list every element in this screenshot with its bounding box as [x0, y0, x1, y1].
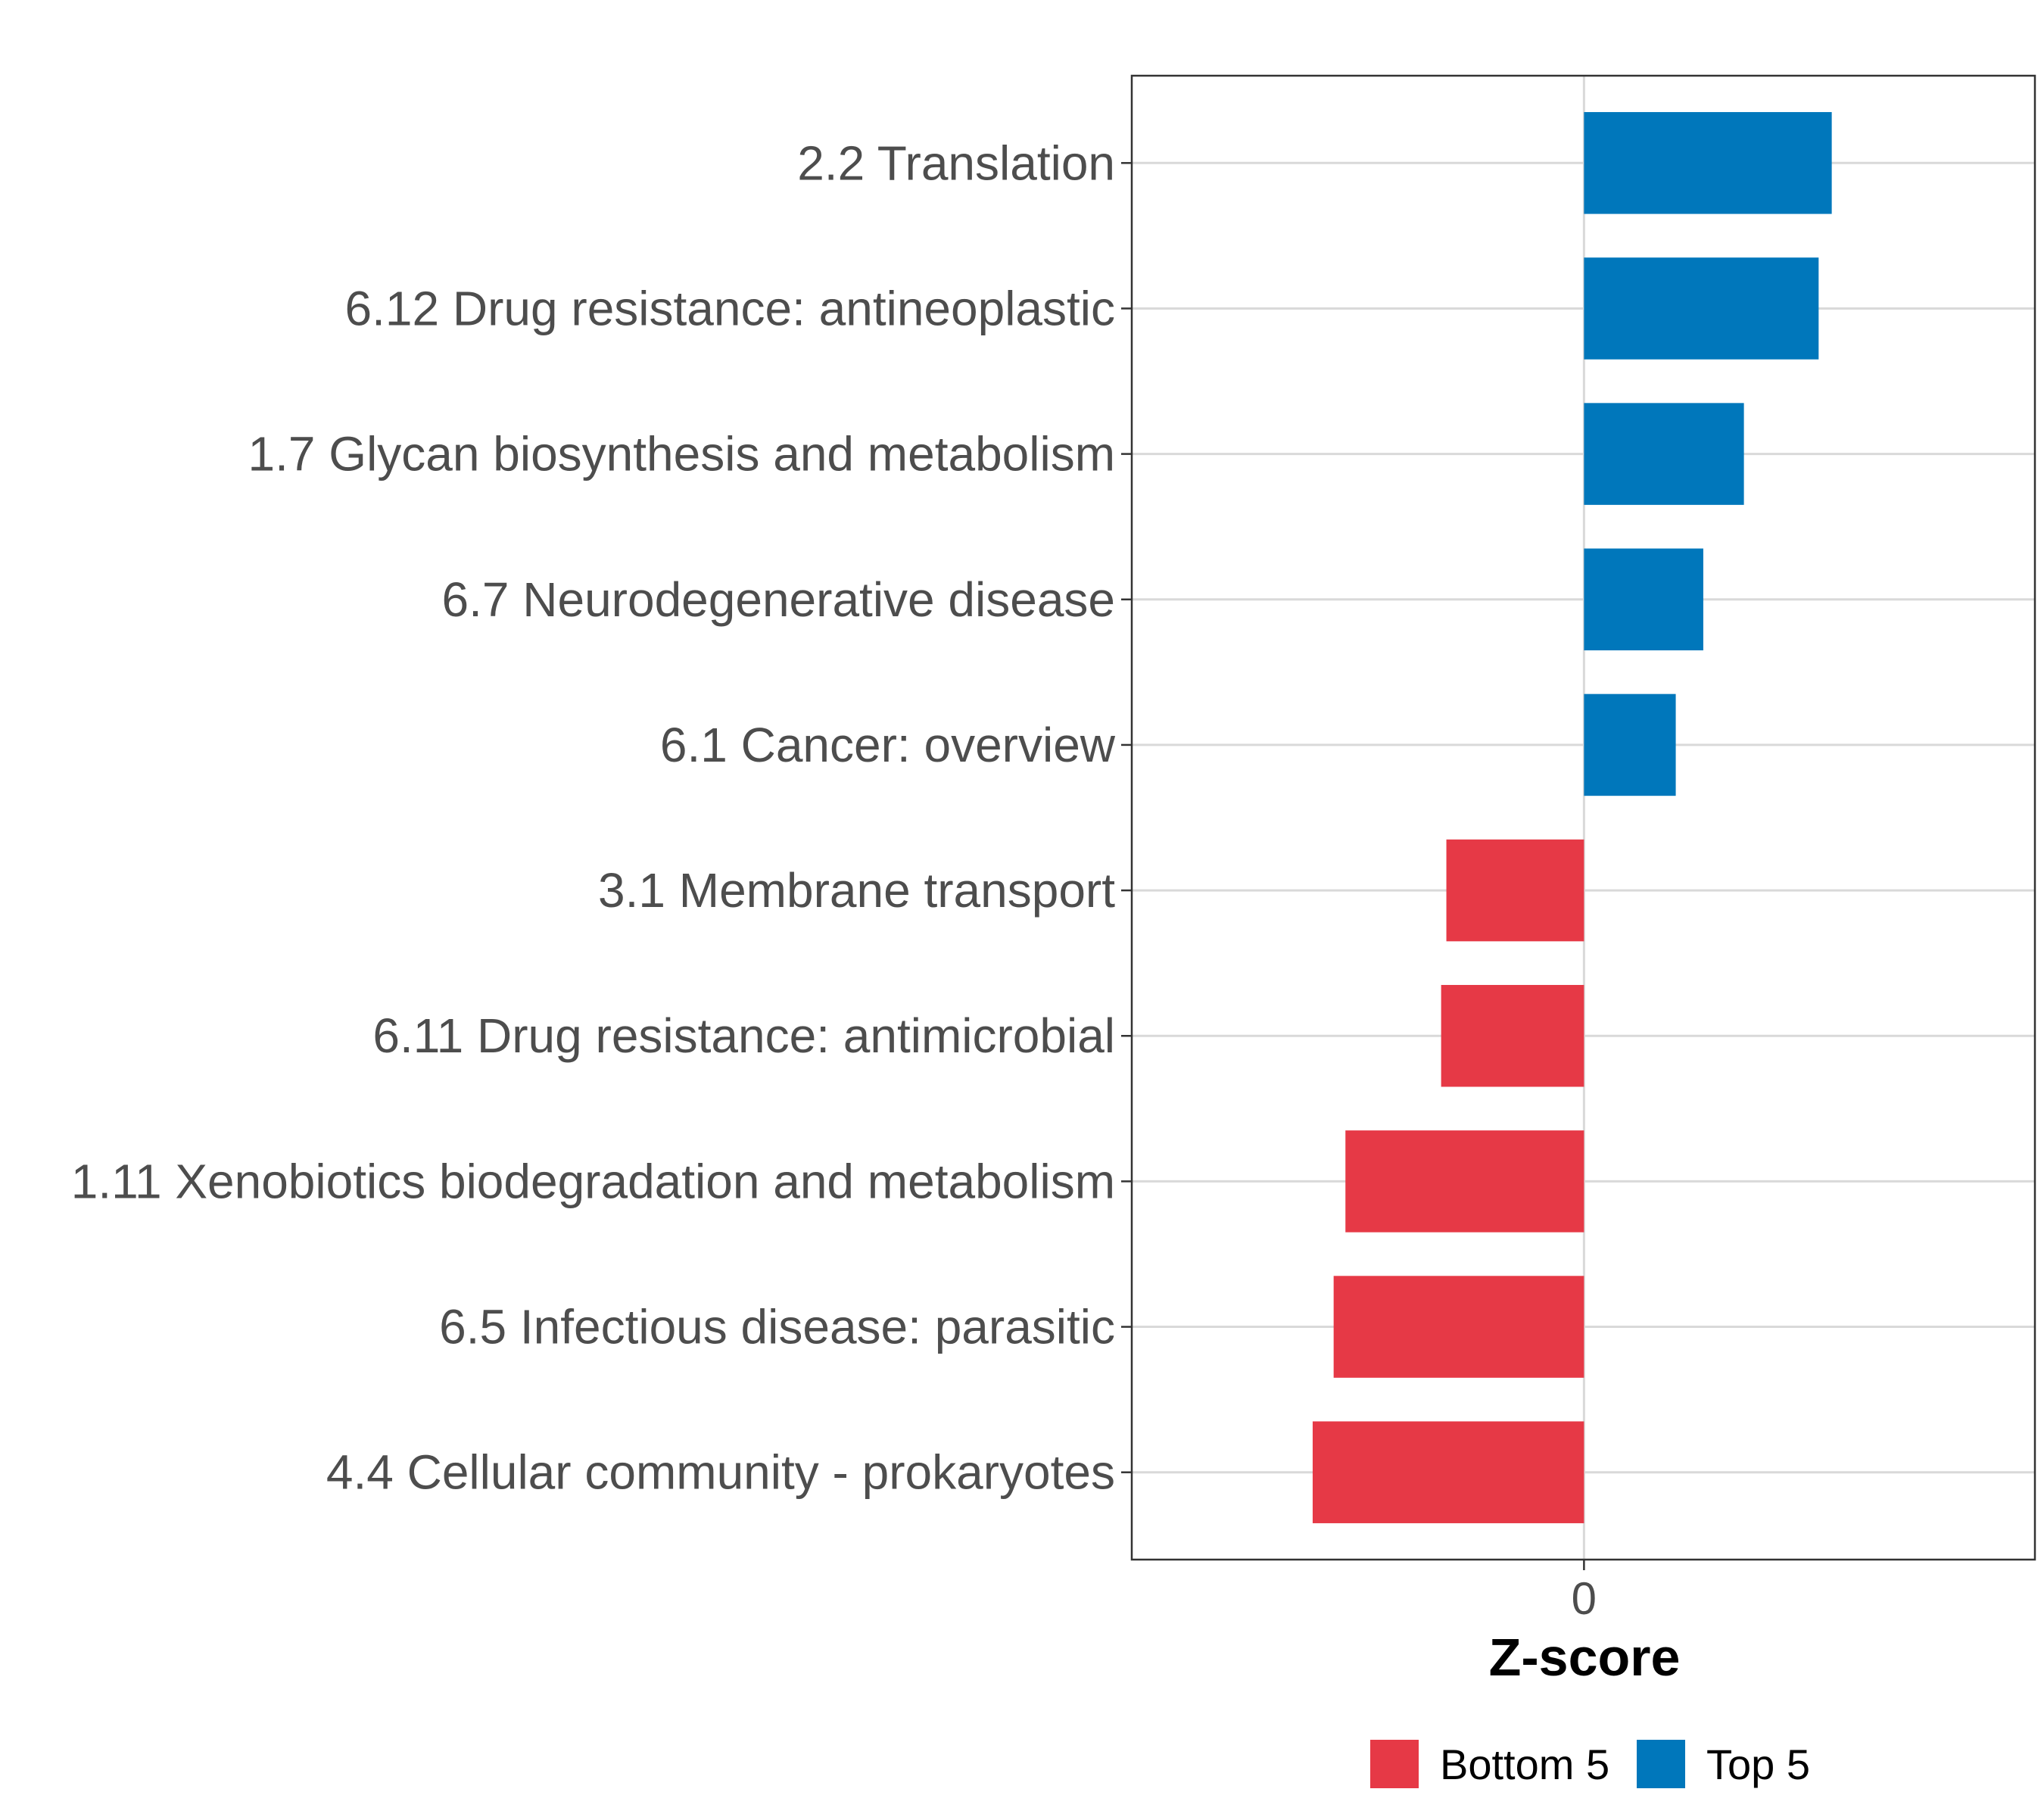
bar: [1345, 1130, 1584, 1233]
y-tick-label: 4.4 Cellular community - prokaryotes: [326, 1445, 1115, 1500]
y-tick-label: 6.11 Drug resistance: antimicrobial: [372, 1008, 1115, 1063]
x-tick-label: 0: [1572, 1573, 1597, 1624]
bar: [1584, 403, 1744, 505]
y-tick-label: 6.7 Neurodegenerative disease: [442, 572, 1116, 627]
bar: [1312, 1421, 1584, 1523]
bars: [1312, 112, 1832, 1523]
legend-label: Top 5: [1706, 1741, 1810, 1788]
bar: [1584, 693, 1676, 796]
y-tick-label: 3.1 Membrane transport: [598, 863, 1115, 918]
y-axis-labels: 2.2 Translation 6.12 Drug resistance: ant…: [71, 136, 1132, 1500]
legend-label: Bottom 5: [1440, 1741, 1609, 1788]
bar: [1584, 548, 1703, 651]
y-tick-label: 6.12 Drug resistance: antineoplastic: [345, 281, 1115, 335]
bar: [1584, 257, 1819, 360]
y-tick-label: 2.2 Translation: [797, 136, 1115, 190]
y-tick-label: 6.5 Infectious disease: parasitic: [439, 1300, 1115, 1354]
bar: [1333, 1276, 1584, 1378]
y-tick-label: 1.11 Xenobiotics biodegradation and meta…: [71, 1154, 1115, 1208]
bar: [1584, 112, 1832, 214]
legend-key: [1370, 1740, 1419, 1788]
legend: Bottom 5 Top 5: [1370, 1740, 1810, 1788]
x-axis-ticks: 0: [1572, 1560, 1597, 1624]
y-tick-label: 1.7 Glycan biosynthesis and metabolism: [248, 427, 1115, 482]
bar: [1441, 984, 1584, 1087]
x-axis-title: Z-score: [1489, 1628, 1681, 1687]
y-tick-label: 6.1 Cancer: overview: [660, 718, 1116, 772]
legend-key: [1637, 1740, 1685, 1788]
bar: [1446, 839, 1584, 942]
